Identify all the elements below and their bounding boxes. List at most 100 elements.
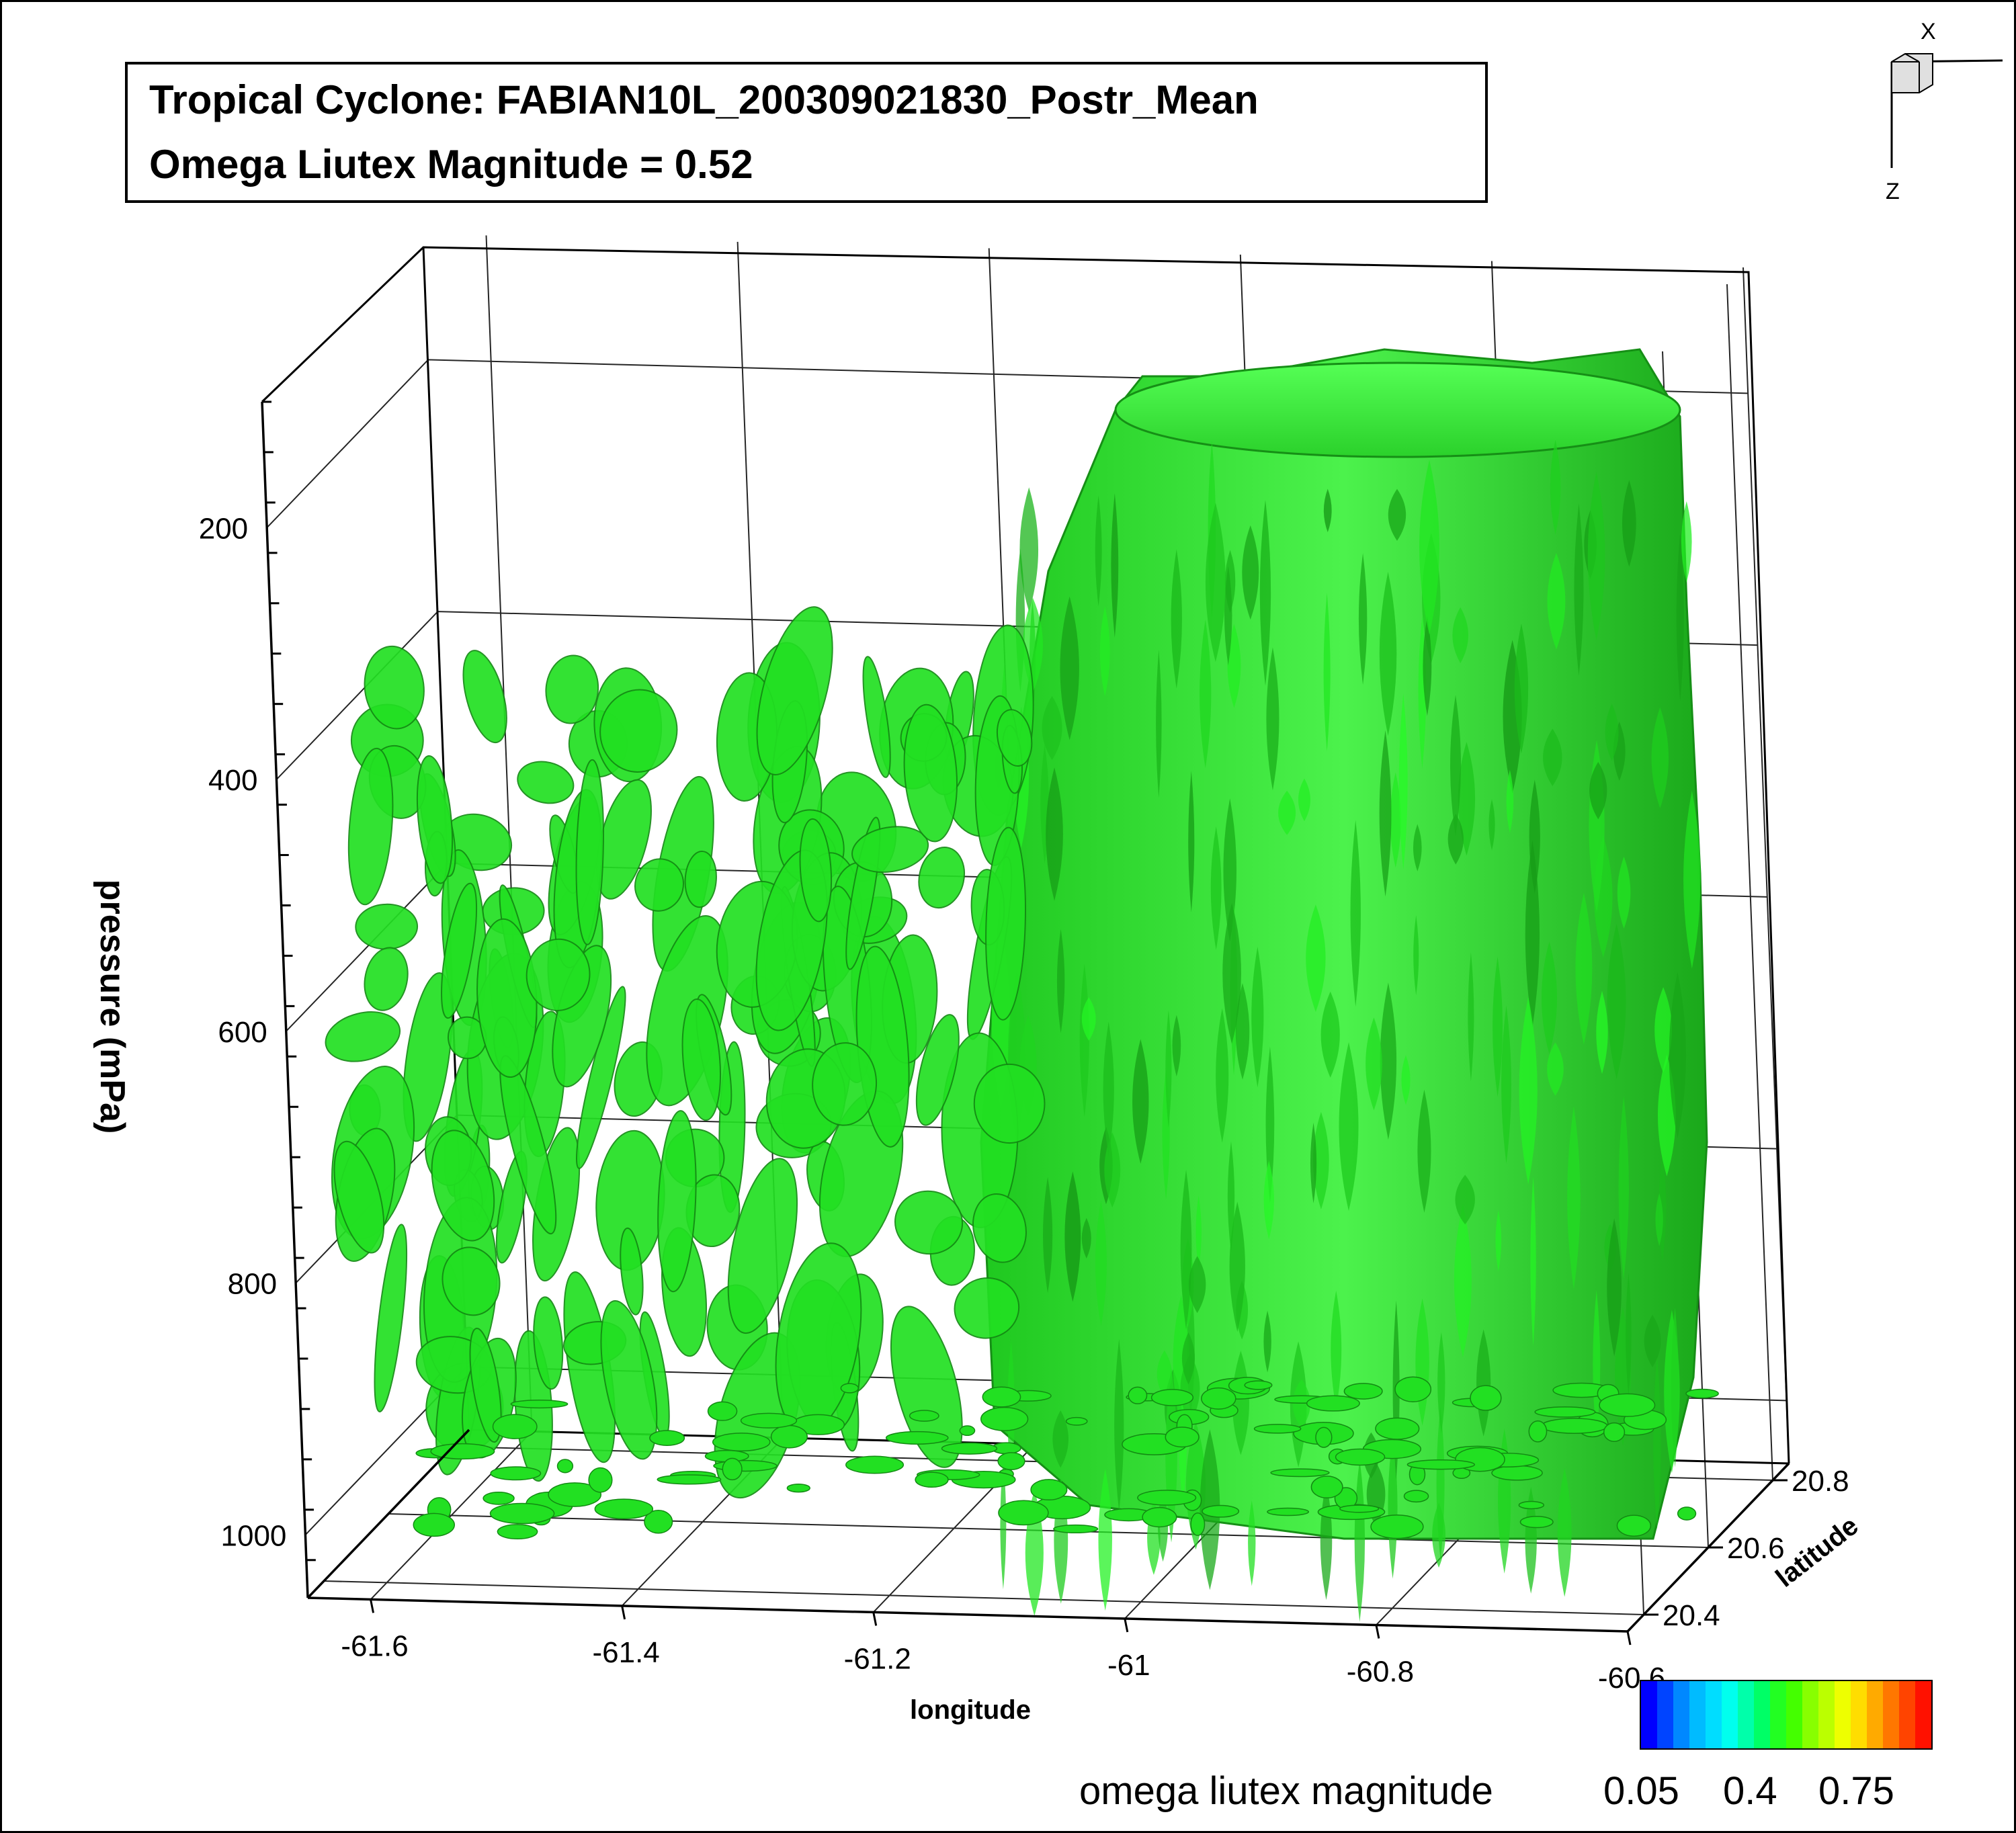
vortex-filament [1331,1290,1342,1408]
rainband-blob [325,1011,401,1062]
rainband-blob [441,882,478,1019]
x-tick [1375,1625,1380,1639]
boundary-layer-fragment [1534,1406,1596,1418]
orientation-axes-icon: X Z [1886,19,2003,204]
boundary-layer-fragment [1310,1476,1343,1499]
vortex-filament [1046,767,1063,901]
vortex-filament [1593,1289,1601,1439]
vortex-filament [1350,820,1361,1007]
boundary-layer-fragment [909,1410,939,1422]
boundary-layer-fragment [644,1509,673,1534]
vortex-filament [1506,769,1514,834]
vortex-filament [1339,1042,1359,1211]
vortex-filament [1224,566,1232,666]
boundary-layer-fragment [786,1484,810,1493]
vortex-filament [1525,840,1540,1028]
boundary-layer-fragment [998,1500,1049,1526]
vortex-filament [1401,1055,1411,1105]
vortex-filament [1081,1218,1091,1259]
vortex-filament [1081,997,1096,1041]
x-tick-label: -61.2 [844,1642,911,1675]
rainband-blob [851,826,929,873]
colorbar-tick-high: 0.75 [1818,1769,1894,1813]
boundary-layer-fragment [1315,1426,1333,1448]
vortex-filament [1653,1355,1661,1529]
vortex-filament [1495,1210,1502,1272]
z-tick-label: 600 [218,1016,267,1049]
vortex-filament [1095,1200,1107,1326]
vortex-filament [1232,1351,1249,1455]
vortex-filament [1366,1017,1382,1111]
vortex-filament [1358,553,1368,685]
boundary-layer-fragment [1343,1383,1383,1400]
omega-liutex-isosurface [325,348,1719,1622]
boundary-layer-fragment [482,1492,515,1505]
triad-z-label: Z [1886,179,1900,204]
boundary-layer-fragment [1403,1490,1429,1503]
vortex-filament [1323,593,1331,752]
boundary-layer-fragment [489,1502,555,1525]
vortex-filament [1195,1195,1202,1269]
boundary-layer-fragment [657,1474,722,1485]
vortex-filament [1567,1106,1581,1289]
rainband-blob [442,1246,501,1316]
colorbar-tick-low: 0.05 [1603,1769,1679,1813]
chart-title: Tropical Cyclone: FABIAN10L_200309021830… [149,77,1259,122]
rainband-blob [681,998,721,1121]
vortex-filament [1292,1379,1310,1429]
x-tick [370,1599,374,1613]
boundary-layer-fragment [588,1467,613,1493]
vortex-filament [1379,730,1392,897]
vortex-filament [1114,1338,1124,1512]
box-floor-left-edge [306,1429,470,1599]
colorbar-segment [1657,1681,1673,1748]
vortex-filament [1596,990,1608,1074]
boundary-layer-fragment [885,1431,949,1445]
boundary-layer-fragment [1165,1426,1200,1448]
y-tick-label: 20.8 [1792,1465,1849,1498]
vortex-filament [1452,607,1468,663]
boundary-layer-fragment [1677,1506,1697,1521]
colorbar [1640,1680,1933,1750]
rainband-blob [903,704,958,843]
vortex-filament [1165,1010,1172,1128]
boundary-layer-fragment [1053,1524,1099,1534]
colorbar-segment [1818,1681,1835,1748]
y-tick-label: 20.6 [1727,1532,1785,1565]
boundary-layer-fragment [1128,1386,1148,1404]
vortex-filament [1622,480,1636,567]
vortex-filament [1095,495,1102,607]
colorbar-segment [1754,1681,1770,1748]
x-tick-label: -60.8 [1347,1655,1414,1688]
vortex-filament [1529,779,1540,894]
vortex-filament [1388,488,1406,541]
chart-subtitle: Omega Liutex Magnitude = 0.52 [149,142,753,187]
vortex-filament [1454,1204,1472,1357]
boundary-layer-fragment [959,1425,976,1437]
rainband-blob [894,1190,964,1255]
rainband-blob [684,851,717,908]
rainband-blob [756,606,833,775]
vortex-filament [1432,1502,1446,1568]
boundary-layer-fragment [840,1383,859,1394]
vortex-filament [1458,742,1476,856]
rainband-blob [862,656,891,778]
colorbar-segment [1851,1681,1867,1748]
vortex-filament [1188,1256,1206,1314]
boundary-layer-fragment [1065,1416,1088,1426]
boundary-layer-fragment [413,1512,456,1537]
vortex-filament [1263,1310,1271,1373]
boundary-layer-fragment [1394,1376,1432,1402]
colorbar-tick-mid: 0.4 [1723,1769,1777,1813]
boundary-layer-fragment [1470,1385,1502,1411]
rainband-blob [526,938,591,1011]
boundary-layer-fragment [941,1442,998,1455]
rainband-blob [972,1193,1027,1263]
vortex-filament [1542,941,1558,1054]
vortex-filament [1310,1122,1317,1203]
vortex-filament [1263,1160,1274,1240]
boundary-layer-fragment [1137,1490,1197,1506]
boundary-layer-fragment [1518,1500,1545,1510]
vortex-filament [1417,1089,1431,1213]
